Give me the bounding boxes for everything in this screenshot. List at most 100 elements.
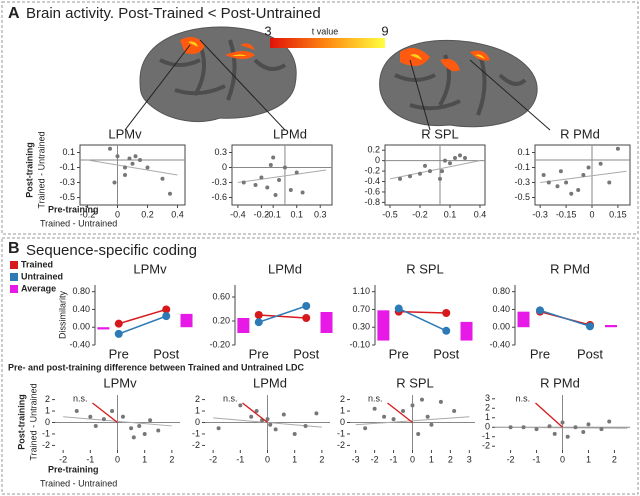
x-tick-label: 0	[115, 209, 120, 219]
chart-title: LPMv	[108, 126, 142, 141]
x-tick-label: 0.1	[444, 209, 457, 219]
legend-label: Trained	[21, 259, 53, 269]
point	[254, 311, 263, 319]
y-tick-label: 0	[340, 417, 345, 427]
y-tick-label: 0	[375, 155, 380, 165]
y-tick-label: -1	[192, 428, 200, 438]
annotation-pointer	[387, 402, 413, 424]
point	[586, 165, 591, 170]
point	[442, 309, 451, 317]
x-tick-label: 2	[319, 454, 324, 464]
y-tick-label: 0.20	[212, 315, 230, 325]
point	[294, 170, 299, 175]
x-tick-label: -3	[352, 454, 360, 464]
point	[429, 422, 434, 427]
point	[114, 329, 123, 338]
fit-line	[355, 416, 470, 426]
point	[127, 156, 132, 161]
y-tick-label: -0.5	[514, 192, 530, 202]
point	[438, 399, 443, 404]
point	[101, 417, 106, 422]
bar	[320, 312, 333, 333]
point	[508, 425, 513, 430]
x-tick-label: -0.5	[382, 209, 398, 219]
annotation: n.s.	[73, 393, 88, 403]
chart-title: R PMd	[560, 126, 600, 141]
point	[302, 302, 311, 310]
point	[74, 409, 79, 414]
x-tick-label: -0.2	[412, 209, 428, 219]
point	[300, 190, 305, 195]
point	[108, 146, 112, 151]
point	[398, 176, 402, 181]
point	[314, 411, 319, 416]
chart-title: R SPL	[421, 126, 459, 141]
panel-title: Sequence-specific coding	[26, 242, 197, 259]
point	[581, 173, 586, 177]
point	[123, 165, 127, 170]
panel-label: A	[8, 5, 20, 22]
brain-right	[379, 39, 538, 128]
x-tick-label: 2	[612, 454, 617, 464]
point	[394, 304, 403, 313]
y-tick-label: -0.3	[59, 177, 75, 187]
chart-title: R SPL	[406, 261, 444, 276]
point	[586, 422, 591, 427]
x-tick-label: -1	[533, 454, 541, 464]
y-tick-label: -0.1	[59, 162, 75, 172]
panel-b-frame	[1, 237, 639, 495]
point	[564, 180, 569, 185]
x-tick-label: -2	[209, 454, 217, 464]
point	[273, 427, 278, 432]
y-tick-label: 2	[45, 394, 50, 404]
series-line	[118, 308, 167, 325]
y-tick-label: 1.10	[352, 286, 370, 296]
annotation-pointer	[242, 402, 268, 424]
y-tick-label: 0.60	[212, 291, 230, 301]
y-tick-label: 0	[485, 422, 490, 432]
point	[160, 176, 165, 181]
fit-line	[87, 159, 178, 176]
y-tick-label: 0	[45, 417, 50, 427]
point	[253, 183, 258, 187]
x-tick-label: Post	[293, 346, 319, 361]
y-tick-label: -0.2	[364, 165, 380, 175]
point	[541, 173, 546, 177]
x-tick-label: -2	[59, 454, 67, 464]
fit-line	[497, 426, 628, 429]
point	[534, 427, 539, 432]
point	[599, 427, 604, 432]
y-tick-label: 1	[45, 405, 50, 415]
y-axis-label: Trained - Untrained	[36, 131, 46, 208]
chart-title: R PMd	[550, 261, 590, 276]
point	[302, 314, 311, 322]
y-tick-label: -0.1	[514, 162, 530, 172]
plot-frame	[384, 144, 486, 206]
point	[162, 305, 171, 314]
x-axis-label: Pre-training	[48, 464, 99, 474]
x-axis-label: Trained - Untrained	[40, 478, 117, 488]
x-tick-label: 3	[467, 454, 472, 464]
point	[115, 154, 120, 159]
point	[137, 423, 142, 428]
point	[576, 188, 581, 192]
fit-line	[389, 160, 481, 180]
y-tick-label: -1	[42, 428, 50, 438]
point	[265, 185, 270, 190]
point	[123, 173, 127, 177]
x-tick-label: 0.3	[314, 209, 327, 219]
y-tick-label: 0.40	[492, 304, 510, 314]
y-tick-label: -0.8	[364, 197, 380, 207]
point	[565, 434, 570, 439]
bar	[460, 321, 473, 341]
point	[573, 425, 578, 430]
point	[607, 419, 612, 424]
annotation: n.s.	[223, 393, 238, 403]
chart-title: R SPL	[396, 375, 434, 390]
x-tick-label: -0.3	[532, 209, 548, 219]
point	[410, 403, 415, 408]
point	[241, 180, 246, 185]
x-tick-label: 2	[448, 454, 453, 464]
